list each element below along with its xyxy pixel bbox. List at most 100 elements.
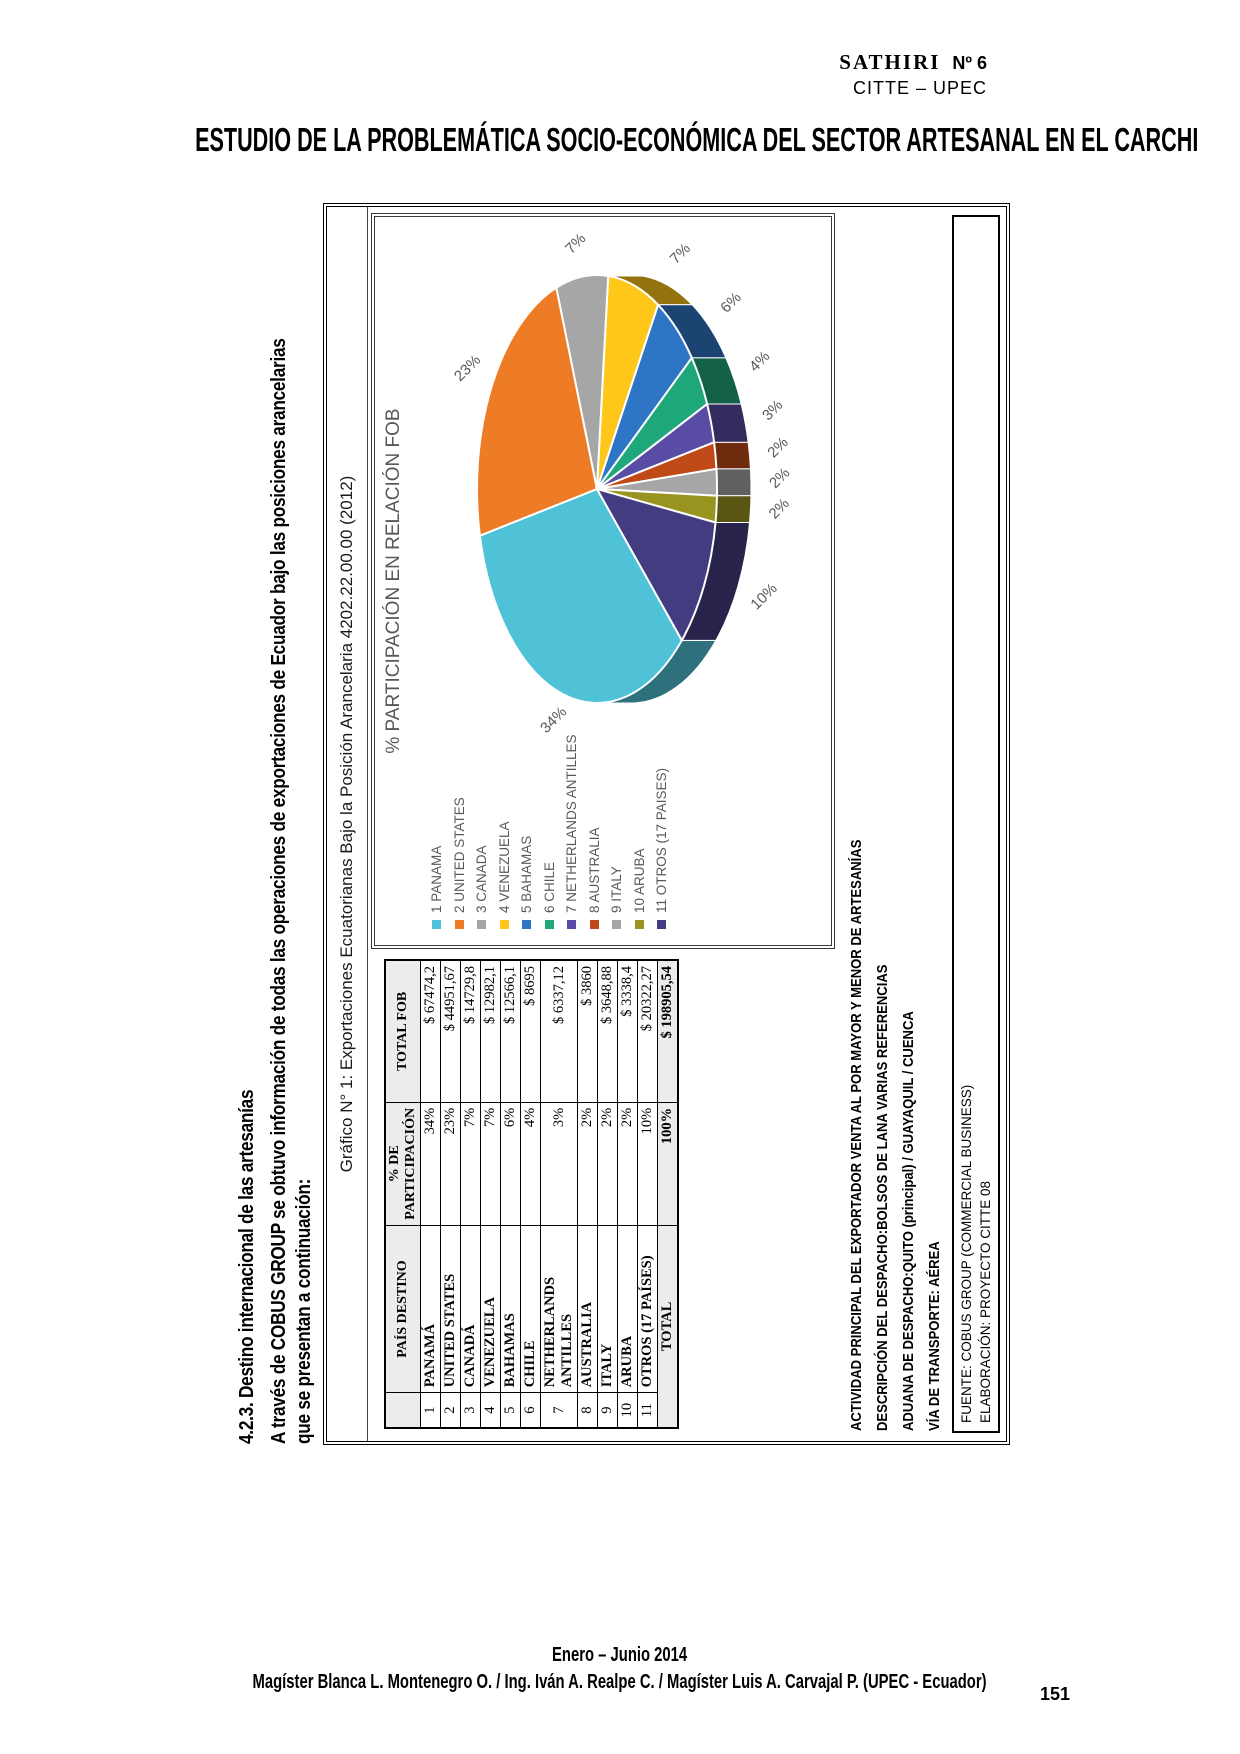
legend-item: 2 UNITED STATES: [452, 747, 467, 929]
journal-name: SATHIRI: [839, 50, 941, 74]
table-cell: 11: [637, 1392, 658, 1428]
table-row: 5 BAHAMAS 6% $ 12566,1: [500, 960, 521, 1428]
table-cell: 2%: [597, 1102, 618, 1226]
chart-frame: % PARTICIPACIÓN EN RELACIÓN FOB 1 PANAMA…: [371, 213, 835, 949]
table-cell: 2%: [617, 1102, 638, 1226]
rotated-figure-box: Gráfico N° 1: Exportaciones Ecuatorianas…: [323, 203, 1010, 1445]
pie-percent-label: 2%: [766, 464, 793, 491]
table-row: 2 UNITED STATES 23% $ 44951,67: [440, 960, 461, 1428]
table-cell: AUSTRALIA: [577, 1225, 598, 1393]
table-cell: $ 67474,2: [420, 960, 441, 1103]
pie-slice: [594, 487, 717, 643]
table-cell: CHILE: [520, 1225, 541, 1393]
table-cell: 4%: [520, 1102, 541, 1226]
legend-item: 9 ITALY: [609, 747, 624, 929]
pie-percent-label: 7%: [667, 240, 694, 267]
pie-slice-side: [714, 495, 752, 523]
table-total-cell: TOTAL: [657, 1225, 679, 1428]
table-cell: 3%: [540, 1102, 578, 1226]
table-cell: 7%: [480, 1102, 501, 1226]
table-cell: 7%: [460, 1102, 481, 1226]
pie-slice: [478, 487, 683, 704]
chart-legend: 1 PANAMA 2 UNITED STATES 3 CANADA 4 VENEZUE…: [405, 734, 831, 945]
source-box: FUENTE: COBUS GROUP (COMMERCIAL BUSINESS…: [952, 215, 1000, 1433]
figure-note-line: DESCRIPCIÓN DEL DESPACHO:BOLSOS DE LANA …: [875, 964, 891, 1431]
pie-percent-label: 3%: [759, 397, 786, 424]
legend-item: 10 ARUBA: [632, 747, 647, 929]
table-cell: 34%: [420, 1102, 441, 1226]
legend-item: 3 CANADA: [474, 747, 489, 929]
table-row: 3 CANADÁ 7% $ 14729,8: [460, 960, 481, 1428]
table-cell: $ 6337,12: [540, 960, 578, 1103]
journal-name-line: SATHIRI Nº 6: [839, 50, 987, 75]
table-row: 1 PANAMÁ 34% $ 67474,2: [420, 960, 441, 1428]
section-heading: 4.2.3. Destino internacional de las arte…: [236, 1089, 258, 1444]
pie-percent-label: 23%: [451, 352, 484, 385]
legend-item: 5 BAHAMAS: [519, 747, 534, 929]
destination-table: PAÍS DESTINO% DE PARTICIPACIÓN TOTAL FOB …: [384, 959, 680, 1429]
table-cell: PANAMÁ: [420, 1225, 441, 1393]
legend-item: 8 AUSTRALIA: [587, 747, 602, 929]
article-title: ESTUDIO DE LA PROBLEMÁTICA SOCIO-ECONÓMI…: [195, 122, 1199, 159]
table-row: 11 OTROS (17 PAÍSES) 10% $ 20322,27: [637, 960, 658, 1428]
table-header-cell: PAÍS DESTINO: [385, 1225, 421, 1393]
table-row: 7 NETHERLANDS ANTILLES 3% $ 6337,12: [540, 960, 578, 1428]
figure-note-line: VÍA DE TRANSPORTE: AÉREA: [927, 1241, 943, 1431]
table-cell: $ 44951,67: [440, 960, 461, 1103]
table-cell: $ 8695: [520, 960, 541, 1103]
legend-swatch-icon: [612, 920, 621, 929]
legend-label: 5 BAHAMAS: [519, 835, 534, 913]
footer-authors-row: Magíster Blanca L. Montenegro O. / Ing. …: [0, 1671, 1240, 1694]
pie-percent-label: 7%: [562, 230, 589, 257]
table-cell: BAHAMAS: [500, 1225, 521, 1393]
table-row: 6 CHILE 4% $ 8695: [520, 960, 541, 1428]
table-cell: 8: [577, 1392, 598, 1428]
pie-percent-label: 6%: [717, 289, 744, 316]
table-cell: 6: [520, 1392, 541, 1428]
intro-paragraph-line2: que se presentan a continuación:: [293, 1178, 315, 1444]
legend-item: 1 PANAMA: [429, 747, 444, 929]
journal-issue: Nº 6: [952, 53, 987, 73]
legend-swatch-icon: [657, 920, 666, 929]
legend-label: 7 NETHERLANDS ANTILLES: [564, 734, 579, 913]
table-row: 10 ARUBA 2% $ 3338,4: [617, 960, 638, 1428]
table-cell: 7: [540, 1392, 578, 1428]
legend-item: 7 NETHERLANDS ANTILLES: [564, 734, 579, 929]
pie-slice-side: [715, 468, 752, 497]
table-cell: $ 3338,4: [617, 960, 638, 1103]
table-cell: 4: [480, 1392, 501, 1428]
table-header-cell: [385, 1392, 421, 1428]
intro-paragraph-line1: A través de COBUS GROUP se obtuvo inform…: [268, 338, 290, 1444]
legend-swatch-icon: [544, 920, 554, 929]
legend-label: 3 CANADA: [474, 845, 489, 913]
pie-slice-side: [713, 441, 751, 470]
figure-box: Gráfico N° 1: Exportaciones Ecuatorianas…: [323, 203, 1010, 1445]
table-cell: OTROS (17 PAÍSES): [637, 1225, 658, 1393]
legend-item: 4 VENEZUELA: [497, 747, 512, 929]
table-cell: 1: [420, 1392, 441, 1428]
table-cell: $ 12566,1: [500, 960, 521, 1103]
table-cell: 5: [500, 1392, 521, 1428]
source-line: ELABORACIÓN: PROYECTO CITTE 08: [978, 1180, 993, 1423]
table-total-cell: 100%: [657, 1102, 679, 1226]
legend-item: 11 OTROS (17 PAISES): [654, 747, 669, 929]
legend-swatch-icon: [432, 920, 441, 929]
figure-note-line: ACTIVIDAD PRINCIPAL DEL EXPORTADOR VENTA…: [849, 839, 865, 1431]
chart-title: % PARTICIPACIÓN EN RELACIÓN FOB: [383, 408, 404, 754]
legend-swatch-icon: [499, 920, 509, 929]
pie-slice: [476, 286, 599, 538]
table-cell: CANADÁ: [460, 1225, 481, 1393]
footer-period-row: Enero – Junio 2014: [0, 1644, 1240, 1667]
table-cell: 2: [440, 1392, 461, 1428]
table-cell: 6%: [500, 1102, 521, 1226]
pie-percent-label: 10%: [747, 580, 780, 613]
table-row: 9 ITALY 2% $ 3648,88: [597, 960, 618, 1428]
figure-title: Gráfico N° 1: Exportaciones Ecuatorianas…: [327, 207, 368, 1441]
table-cell: $ 14729,8: [460, 960, 481, 1103]
legend-label: 9 ITALY: [609, 866, 624, 913]
table-total-cell: $ 198905,54: [657, 960, 679, 1103]
legend-label: 8 AUSTRALIA: [586, 827, 602, 913]
pie-percent-label: 2%: [766, 495, 793, 522]
table-cell: UNITED STATES: [440, 1225, 461, 1393]
